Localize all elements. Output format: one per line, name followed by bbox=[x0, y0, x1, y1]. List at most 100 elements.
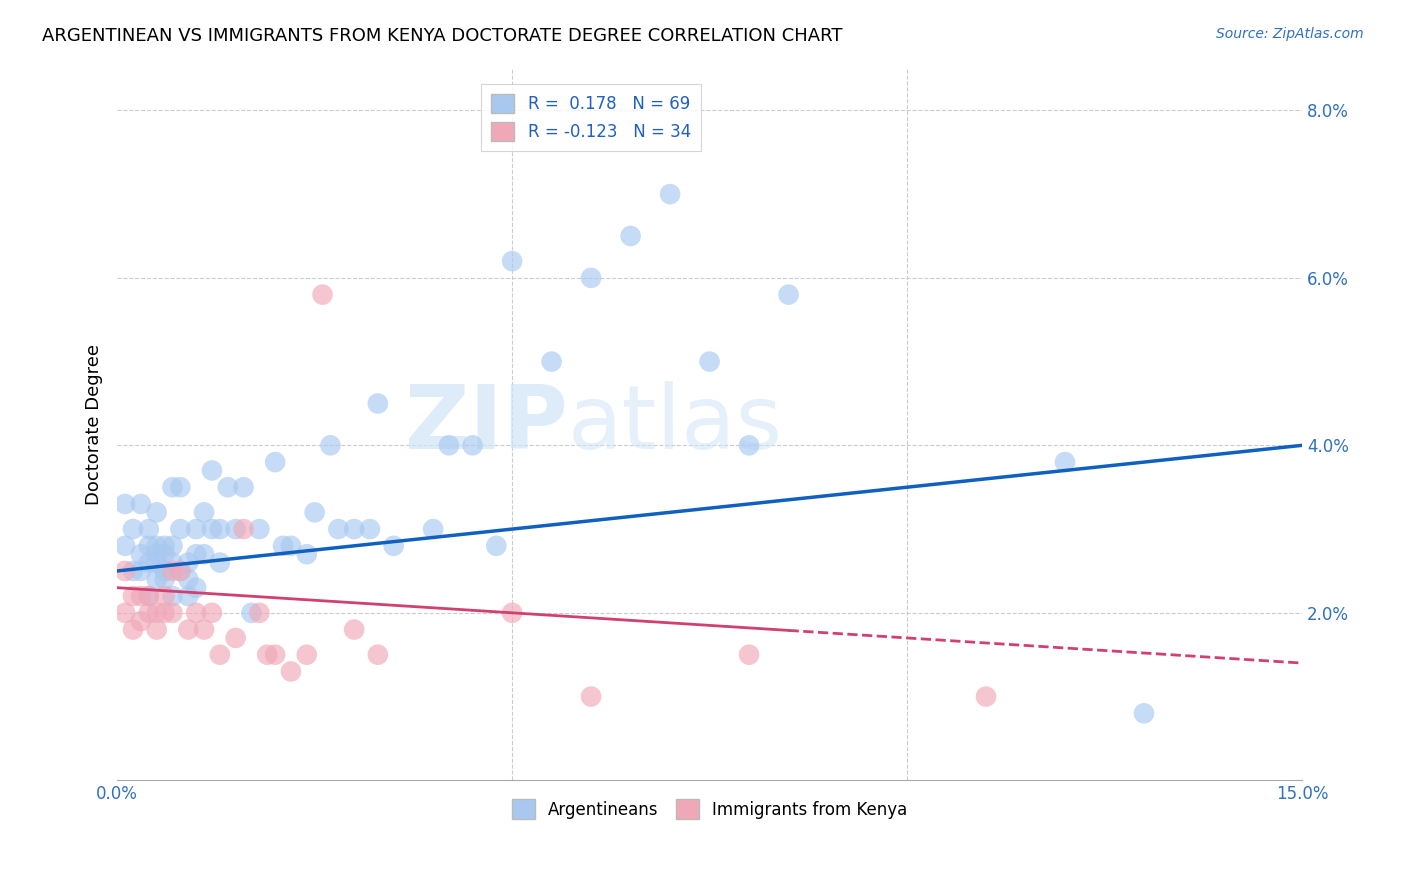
Point bbox=[138, 556, 160, 570]
Text: Source: ZipAtlas.com: Source: ZipAtlas.com bbox=[1216, 27, 1364, 41]
Point bbox=[193, 547, 215, 561]
Point bbox=[659, 187, 682, 202]
Point bbox=[153, 564, 176, 578]
Point bbox=[208, 556, 231, 570]
Point bbox=[217, 480, 239, 494]
Point bbox=[311, 287, 333, 301]
Text: ARGENTINEAN VS IMMIGRANTS FROM KENYA DOCTORATE DEGREE CORRELATION CHART: ARGENTINEAN VS IMMIGRANTS FROM KENYA DOC… bbox=[42, 27, 842, 45]
Point bbox=[129, 589, 152, 603]
Point bbox=[367, 396, 389, 410]
Point bbox=[232, 480, 254, 494]
Point bbox=[153, 547, 176, 561]
Point bbox=[145, 572, 167, 586]
Point bbox=[129, 564, 152, 578]
Point bbox=[256, 648, 278, 662]
Point bbox=[264, 455, 287, 469]
Point bbox=[114, 606, 136, 620]
Point bbox=[186, 547, 208, 561]
Point bbox=[122, 623, 145, 637]
Point bbox=[343, 522, 366, 536]
Point bbox=[271, 539, 294, 553]
Point bbox=[153, 572, 176, 586]
Text: atlas: atlas bbox=[568, 381, 783, 468]
Point bbox=[162, 539, 184, 553]
Point bbox=[193, 623, 215, 637]
Point bbox=[186, 581, 208, 595]
Point bbox=[619, 229, 641, 244]
Point bbox=[264, 648, 287, 662]
Point bbox=[145, 623, 167, 637]
Point bbox=[225, 631, 247, 645]
Point bbox=[1133, 706, 1156, 721]
Text: ZIP: ZIP bbox=[405, 381, 568, 468]
Point bbox=[485, 539, 508, 553]
Point bbox=[177, 589, 200, 603]
Point bbox=[738, 648, 761, 662]
Point bbox=[153, 589, 176, 603]
Point bbox=[169, 564, 191, 578]
Point bbox=[129, 614, 152, 628]
Point bbox=[201, 522, 224, 536]
Point bbox=[501, 254, 523, 268]
Point bbox=[169, 564, 191, 578]
Point bbox=[177, 556, 200, 570]
Point bbox=[201, 606, 224, 620]
Point bbox=[422, 522, 444, 536]
Point bbox=[280, 665, 302, 679]
Point bbox=[280, 539, 302, 553]
Point bbox=[295, 547, 318, 561]
Point bbox=[162, 480, 184, 494]
Point bbox=[247, 522, 270, 536]
Point bbox=[579, 690, 602, 704]
Point bbox=[122, 522, 145, 536]
Point bbox=[579, 271, 602, 285]
Point bbox=[738, 438, 761, 452]
Point bbox=[778, 287, 800, 301]
Point bbox=[304, 505, 326, 519]
Point bbox=[208, 522, 231, 536]
Point bbox=[138, 522, 160, 536]
Point bbox=[193, 505, 215, 519]
Point bbox=[328, 522, 350, 536]
Point bbox=[145, 539, 167, 553]
Point bbox=[169, 522, 191, 536]
Point bbox=[129, 497, 152, 511]
Y-axis label: Doctorate Degree: Doctorate Degree bbox=[86, 344, 103, 505]
Point bbox=[145, 556, 167, 570]
Point bbox=[138, 606, 160, 620]
Point bbox=[343, 623, 366, 637]
Point bbox=[162, 556, 184, 570]
Point bbox=[461, 438, 484, 452]
Point bbox=[162, 589, 184, 603]
Point bbox=[114, 539, 136, 553]
Point bbox=[169, 480, 191, 494]
Point bbox=[437, 438, 460, 452]
Point bbox=[114, 497, 136, 511]
Point bbox=[208, 648, 231, 662]
Point bbox=[138, 589, 160, 603]
Point bbox=[295, 648, 318, 662]
Point bbox=[153, 539, 176, 553]
Point bbox=[177, 572, 200, 586]
Point bbox=[319, 438, 342, 452]
Point bbox=[359, 522, 381, 536]
Point bbox=[1053, 455, 1076, 469]
Point bbox=[145, 606, 167, 620]
Point bbox=[122, 589, 145, 603]
Point bbox=[145, 505, 167, 519]
Point bbox=[186, 606, 208, 620]
Point bbox=[225, 522, 247, 536]
Point bbox=[145, 547, 167, 561]
Point bbox=[974, 690, 997, 704]
Point bbox=[122, 564, 145, 578]
Point bbox=[240, 606, 263, 620]
Point bbox=[232, 522, 254, 536]
Point bbox=[162, 564, 184, 578]
Point bbox=[138, 589, 160, 603]
Point bbox=[162, 606, 184, 620]
Point bbox=[153, 606, 176, 620]
Point bbox=[501, 606, 523, 620]
Point bbox=[699, 354, 721, 368]
Point bbox=[138, 539, 160, 553]
Point bbox=[367, 648, 389, 662]
